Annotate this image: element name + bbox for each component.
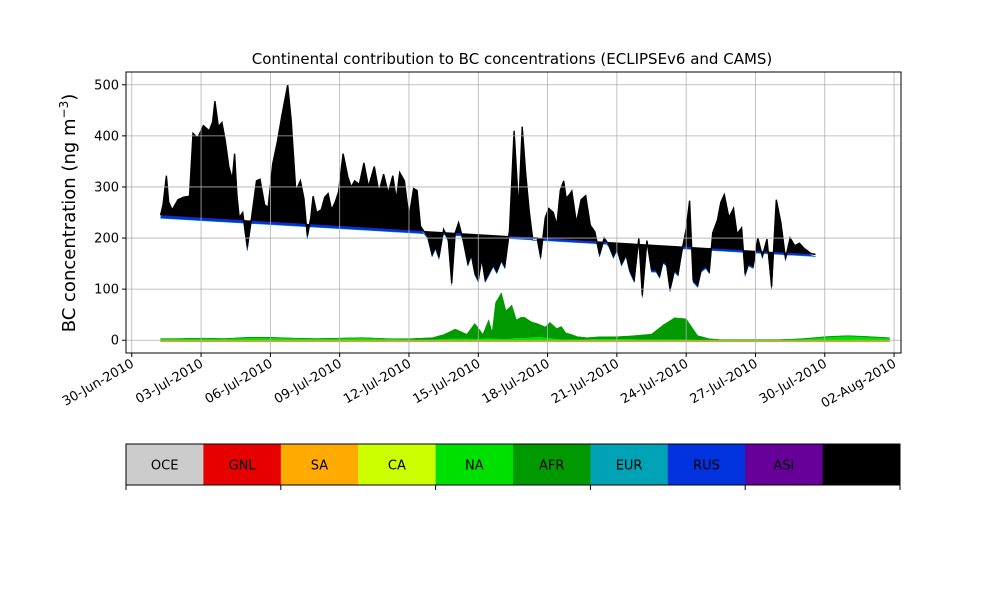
legend-swatch-sa [280, 444, 359, 485]
x-tick-label: 12-Jul-2010 [341, 356, 414, 407]
y-axis-label-text: BC concentration (ng m [59, 118, 80, 332]
legend-label-asi: ASI [773, 459, 794, 474]
y-tick-label: 300 [94, 180, 119, 195]
x-tick-label: 03-Jul-2010 [133, 356, 206, 407]
area-aus [159, 84, 816, 296]
legend-swatch-eur [590, 444, 669, 485]
legend-label-aus: AUS [848, 459, 875, 474]
legend-frame [125, 443, 901, 486]
legend-swatch-rus [667, 444, 746, 485]
y-tick-label: 400 [94, 129, 119, 144]
x-tick-label: 06-Jul-2010 [203, 356, 276, 407]
legend-label-eur: EUR [616, 459, 643, 474]
legend-label-na: NA [465, 459, 484, 474]
x-tick-label: 09-Jul-2010 [272, 356, 345, 407]
y-tick-label: 200 [94, 232, 119, 247]
legend-swatch-gnl [203, 444, 282, 485]
x-tick-label: 21-Jul-2010 [549, 356, 622, 407]
legend-label-rus: RUS [693, 459, 720, 474]
legend-swatch-aus [822, 444, 901, 485]
x-tick-label: 15-Jul-2010 [410, 356, 483, 407]
y-tick-label: 0 [111, 334, 119, 349]
legend-label-oce: OCE [151, 459, 179, 474]
y-axis-label-superscript: −3 [57, 101, 71, 119]
plot-area: 0 100 200 300 400 500 30-Jun-201003-Jul-201006… [60, 71, 902, 412]
legend-label-gnl: GNL [229, 459, 257, 474]
legend-swatch-asi [745, 444, 824, 485]
legend-label-ca: CA [388, 459, 406, 474]
legend-swatch-afr [513, 444, 591, 485]
x-tick-label: 18-Jul-2010 [480, 356, 553, 407]
y-tick-label: 100 [94, 283, 119, 298]
legend-swatch-na [435, 444, 514, 485]
y-tick-label: 500 [94, 78, 119, 93]
y-axis-label: BC concentration (ng m−3) [57, 94, 80, 333]
legend: OCE GNL SA CA NA AFR EUR RUS ASI AUS [125, 443, 901, 490]
legend-swatch-oce [126, 444, 204, 485]
legend-label-afr: AFR [539, 459, 564, 474]
x-tick-label: 24-Jul-2010 [618, 356, 691, 407]
x-tick-label: 27-Jul-2010 [688, 356, 761, 407]
x-tick-label: 30-Jun-2010 [60, 356, 137, 409]
axes-frame [125, 71, 902, 354]
area-afr [160, 292, 890, 340]
x-tick-label: 02-Aug-2010 [819, 356, 899, 411]
y-axis-label-close: ) [59, 94, 80, 101]
chart-title: Continental contribution to BC concentra… [252, 50, 773, 68]
legend-label-sa: SA [311, 459, 328, 474]
legend-swatch-ca [358, 444, 437, 485]
